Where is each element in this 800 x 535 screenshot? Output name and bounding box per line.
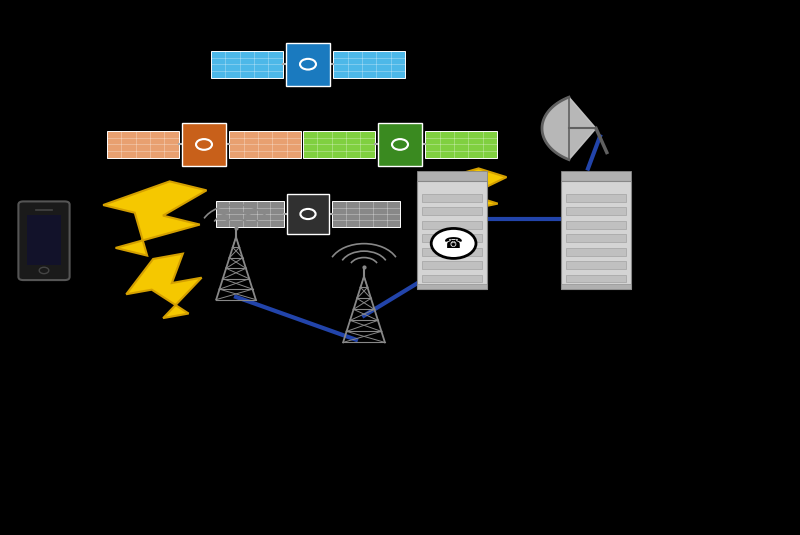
FancyBboxPatch shape (334, 51, 406, 78)
FancyBboxPatch shape (378, 123, 422, 166)
FancyBboxPatch shape (422, 274, 482, 282)
FancyBboxPatch shape (566, 194, 626, 202)
Text: ☎: ☎ (444, 236, 463, 251)
FancyBboxPatch shape (182, 123, 226, 166)
FancyBboxPatch shape (287, 194, 329, 234)
Circle shape (431, 228, 476, 258)
FancyBboxPatch shape (417, 171, 487, 181)
FancyBboxPatch shape (107, 131, 179, 158)
FancyBboxPatch shape (210, 51, 283, 78)
FancyBboxPatch shape (566, 274, 626, 282)
FancyBboxPatch shape (417, 181, 487, 289)
FancyBboxPatch shape (18, 202, 70, 280)
FancyBboxPatch shape (566, 221, 626, 229)
FancyBboxPatch shape (332, 201, 400, 227)
FancyBboxPatch shape (302, 131, 374, 158)
FancyBboxPatch shape (422, 208, 482, 216)
FancyBboxPatch shape (561, 181, 631, 289)
FancyBboxPatch shape (566, 261, 626, 269)
Polygon shape (542, 97, 596, 159)
FancyBboxPatch shape (422, 194, 482, 202)
FancyBboxPatch shape (422, 261, 482, 269)
FancyBboxPatch shape (422, 234, 482, 242)
FancyBboxPatch shape (561, 284, 631, 289)
FancyBboxPatch shape (417, 284, 487, 289)
FancyBboxPatch shape (286, 43, 330, 86)
FancyBboxPatch shape (422, 221, 482, 229)
FancyBboxPatch shape (426, 131, 497, 158)
Polygon shape (424, 169, 506, 225)
FancyBboxPatch shape (566, 234, 626, 242)
Polygon shape (103, 181, 206, 256)
FancyBboxPatch shape (216, 201, 284, 227)
FancyBboxPatch shape (422, 248, 482, 256)
Polygon shape (126, 254, 202, 318)
FancyBboxPatch shape (230, 131, 302, 158)
FancyBboxPatch shape (566, 248, 626, 256)
FancyBboxPatch shape (561, 171, 631, 181)
FancyBboxPatch shape (566, 208, 626, 216)
FancyBboxPatch shape (27, 216, 61, 265)
